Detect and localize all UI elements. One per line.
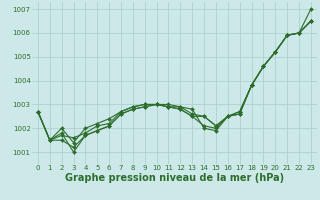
X-axis label: Graphe pression niveau de la mer (hPa): Graphe pression niveau de la mer (hPa) <box>65 173 284 183</box>
